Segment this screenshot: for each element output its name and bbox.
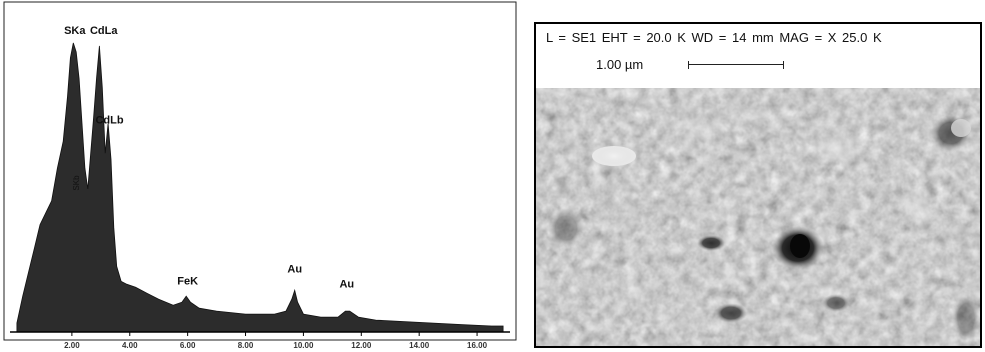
- peak-label-5: Au: [287, 263, 302, 275]
- x-tick-label-3: 8.00: [238, 341, 254, 350]
- peak-label-1: CdLa: [90, 25, 118, 37]
- chart-frame: [3, 1, 517, 341]
- sem-info-header: L = SE1 EHT = 20.0 K WD = 14 mm MAG = X …: [536, 24, 980, 90]
- peak-label-6: Au: [339, 278, 354, 290]
- spectrum-series-area: [16, 42, 504, 333]
- sem-scale-label: 1.00 µm: [596, 57, 644, 72]
- eds-spectrum-svg: 2.00 4.00 6.00 8.00 10.00 12.00 14.00 16.00 SKa C…: [3, 1, 517, 350]
- sem-micrograph-image: [536, 88, 980, 346]
- x-tick-label-4: 10.00: [293, 341, 314, 350]
- peak-label-2: CdLb: [95, 114, 123, 126]
- sem-parameters: L = SE1 EHT = 20.0 K WD = 14 mm MAG = X …: [546, 30, 882, 45]
- peak-label-0: SKa: [64, 25, 86, 37]
- sem-surface-texture: [536, 88, 980, 346]
- sem-scale-bar: [688, 61, 784, 69]
- sem-micrograph-panel: L = SE1 EHT = 20.0 K WD = 14 mm MAG = X …: [534, 22, 982, 348]
- x-tick-label-6: 14.00: [409, 341, 430, 350]
- x-tick-label-1: 4.00: [122, 341, 138, 350]
- x-tick-label-2: 6.00: [180, 341, 196, 350]
- x-tick-label-0: 2.00: [64, 341, 80, 350]
- peak-label-4: FeK: [177, 275, 198, 287]
- eds-spectrum-chart: 2.00 4.00 6.00 8.00 10.00 12.00 14.00 16.00 SKa C…: [3, 1, 517, 350]
- x-tick-label-5: 12.00: [351, 341, 372, 350]
- x-tick-label-7: 16.00: [467, 341, 488, 350]
- peak-label-3: SKb: [72, 175, 81, 191]
